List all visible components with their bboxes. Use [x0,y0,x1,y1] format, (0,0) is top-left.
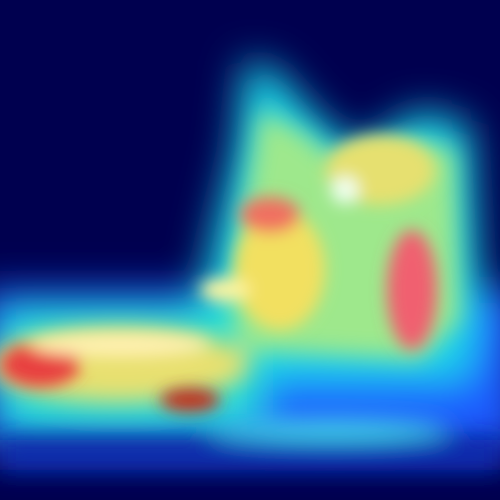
yellow-spot [235,210,325,330]
pale-spot [200,278,250,302]
bottom-highlight [210,418,450,442]
white-spot [331,176,359,204]
red-spot [240,197,300,233]
sole-highlight [30,333,210,357]
bottom-band [0,440,500,470]
red-heel [387,230,437,350]
heat-layer-hot [0,135,437,412]
red-sole [160,388,220,412]
red-toe [0,343,80,387]
